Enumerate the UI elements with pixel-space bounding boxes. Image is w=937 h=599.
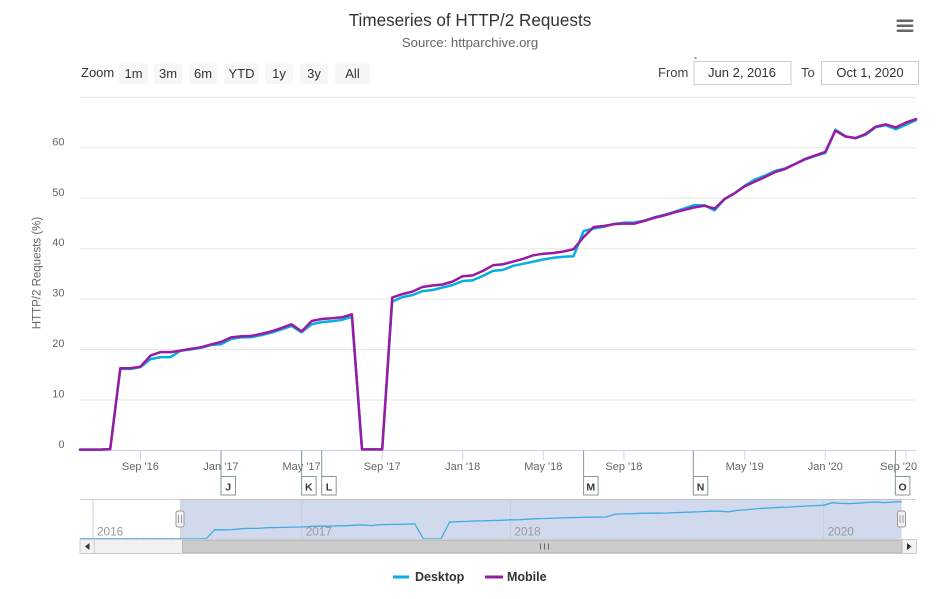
svg-text:10: 10 — [52, 389, 64, 401]
svg-text:N: N — [697, 482, 705, 494]
svg-text:1m: 1m — [124, 66, 142, 81]
svg-text:6m: 6m — [194, 66, 212, 81]
svg-text:50: 50 — [52, 187, 64, 199]
svg-text:30: 30 — [52, 288, 64, 300]
svg-text:Jan '20: Jan '20 — [808, 461, 843, 473]
svg-text:Jan '18: Jan '18 — [445, 461, 480, 473]
svg-text:2016: 2016 — [97, 524, 124, 538]
svg-text:1y: 1y — [272, 66, 286, 81]
svg-text:Sep '18: Sep '18 — [605, 461, 642, 473]
svg-text:M: M — [586, 482, 595, 494]
svg-text:YTD: YTD — [229, 66, 255, 81]
svg-text:Source: httparchive.org: Source: httparchive.org — [402, 35, 538, 50]
svg-text:To: To — [801, 65, 815, 80]
svg-text:Zoom: Zoom — [81, 65, 114, 80]
svg-text:40: 40 — [52, 237, 64, 249]
svg-text:Sep '20: Sep '20 — [880, 461, 917, 473]
svg-text:All: All — [345, 66, 360, 81]
svg-text:0: 0 — [58, 439, 64, 451]
svg-text:Sep '16: Sep '16 — [122, 461, 159, 473]
svg-text:3m: 3m — [159, 66, 177, 81]
svg-text:Mobile: Mobile — [507, 570, 547, 584]
svg-text:L: L — [326, 482, 333, 494]
svg-text:Sep '17: Sep '17 — [364, 461, 401, 473]
svg-text:J: J — [225, 482, 231, 494]
svg-text:Timeseries of HTTP/2 Requests: Timeseries of HTTP/2 Requests — [349, 11, 592, 30]
svg-text:Desktop: Desktop — [415, 570, 465, 584]
svg-text:60: 60 — [52, 136, 64, 148]
svg-text:Jun 2, 2016: Jun 2, 2016 — [708, 65, 776, 80]
svg-text:O: O — [899, 482, 907, 494]
svg-text:3y: 3y — [307, 66, 321, 81]
svg-text:HTTP/2 Requests (%): HTTP/2 Requests (%) — [32, 217, 44, 330]
svg-text:Oct 1, 2020: Oct 1, 2020 — [836, 65, 903, 80]
svg-text:May '19: May '19 — [726, 461, 764, 473]
svg-text:2020: 2020 — [828, 524, 855, 538]
svg-text:2017: 2017 — [306, 524, 332, 538]
svg-text:20: 20 — [52, 338, 64, 350]
svg-text:From: From — [658, 65, 688, 80]
svg-text:K: K — [305, 482, 313, 494]
svg-text:2018: 2018 — [514, 524, 541, 538]
svg-text:May '18: May '18 — [524, 461, 562, 473]
